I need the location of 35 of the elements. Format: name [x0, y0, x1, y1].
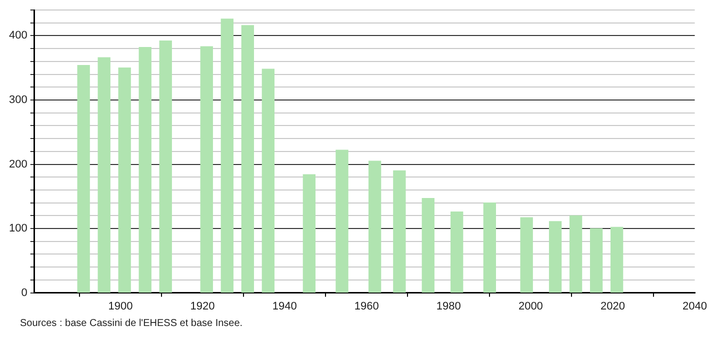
y-tick-label: 200 [8, 158, 28, 170]
bar [610, 226, 624, 293]
y-tick-label: 100 [8, 222, 28, 235]
bar [118, 68, 131, 293]
bar [138, 46, 152, 293]
bar [241, 25, 254, 293]
bar [262, 68, 274, 293]
source-note: Sources : base Cassini de l'EHESS et base Insee. [20, 318, 244, 329]
bar [98, 57, 110, 293]
bar [393, 170, 406, 293]
bar [368, 160, 382, 293]
bar [590, 228, 603, 293]
x-tick-label: 1900 [108, 300, 133, 312]
bar [77, 64, 90, 293]
x-tick-label: 1960 [354, 300, 379, 312]
bar [220, 18, 234, 293]
bar [520, 217, 533, 293]
x-tick-label: 1920 [190, 300, 215, 312]
x-tick-label: 2020 [600, 300, 625, 312]
bar [483, 202, 496, 293]
bar [569, 215, 582, 293]
x-tick-label: 1940 [272, 300, 297, 312]
y-tick-label: 400 [8, 30, 28, 42]
y-tick-label: 0 [21, 286, 28, 299]
y-tick-label: 300 [8, 94, 28, 106]
bar [548, 221, 562, 293]
bar [450, 211, 464, 293]
bar [422, 198, 434, 293]
x-tick-label: 1980 [436, 300, 461, 312]
x-tick-label: 2000 [518, 300, 543, 312]
bar [159, 40, 172, 293]
bar [336, 150, 348, 293]
x-tick-label: 2040 [682, 300, 708, 312]
bar [302, 174, 316, 293]
bar [200, 46, 213, 293]
